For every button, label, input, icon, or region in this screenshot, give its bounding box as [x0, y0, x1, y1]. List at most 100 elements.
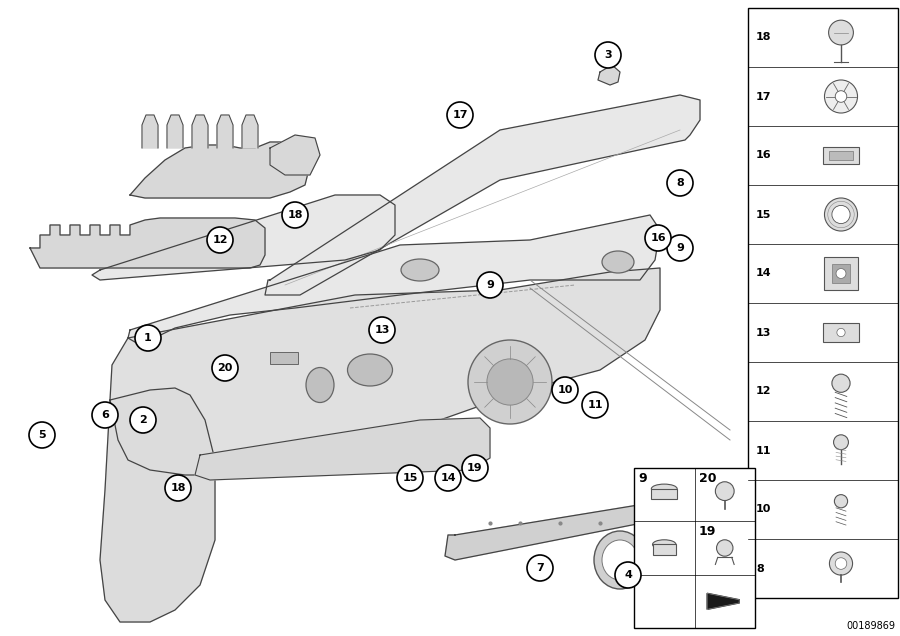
Text: 19: 19 — [467, 463, 482, 473]
Ellipse shape — [347, 354, 392, 386]
Circle shape — [824, 80, 858, 113]
Text: 20: 20 — [698, 472, 716, 485]
Polygon shape — [128, 215, 660, 345]
Text: 12: 12 — [212, 235, 228, 245]
Polygon shape — [30, 218, 265, 268]
Bar — [823, 322, 860, 342]
Circle shape — [832, 374, 850, 392]
Circle shape — [595, 42, 621, 68]
Polygon shape — [270, 135, 320, 175]
Polygon shape — [142, 115, 158, 148]
Text: 20: 20 — [217, 363, 233, 373]
Ellipse shape — [594, 531, 646, 589]
Text: 1: 1 — [144, 333, 152, 343]
Ellipse shape — [306, 368, 334, 403]
Bar — [748, 8, 898, 598]
Circle shape — [830, 552, 852, 575]
Circle shape — [527, 555, 553, 581]
Bar — [652, 544, 676, 555]
Text: 9: 9 — [638, 472, 646, 485]
Text: 14: 14 — [756, 268, 771, 279]
Bar — [270, 352, 298, 364]
Text: 11: 11 — [587, 400, 603, 410]
Circle shape — [369, 317, 395, 343]
Circle shape — [462, 455, 488, 481]
Polygon shape — [130, 142, 310, 198]
Polygon shape — [445, 490, 740, 560]
Text: 12: 12 — [756, 387, 771, 396]
Bar — [652, 489, 677, 499]
Ellipse shape — [652, 484, 677, 494]
Text: 8: 8 — [756, 563, 764, 574]
Text: 13: 13 — [374, 325, 390, 335]
Circle shape — [582, 392, 608, 418]
Text: 11: 11 — [756, 445, 771, 455]
Circle shape — [824, 198, 858, 231]
Circle shape — [716, 540, 733, 556]
Ellipse shape — [401, 259, 439, 281]
Circle shape — [92, 402, 118, 428]
Text: 17: 17 — [452, 110, 468, 120]
Circle shape — [447, 102, 473, 128]
Text: 4: 4 — [624, 570, 632, 580]
Text: 5: 5 — [38, 430, 46, 440]
Text: 18: 18 — [287, 210, 302, 220]
Circle shape — [135, 325, 161, 351]
Polygon shape — [707, 593, 739, 609]
Text: 9: 9 — [676, 243, 684, 253]
Circle shape — [282, 202, 308, 228]
Polygon shape — [92, 195, 395, 280]
Circle shape — [836, 268, 846, 279]
Circle shape — [615, 562, 641, 588]
Text: 7: 7 — [536, 563, 544, 573]
Bar — [634, 468, 755, 628]
Text: 16: 16 — [756, 151, 771, 160]
Polygon shape — [217, 115, 233, 148]
Text: 2: 2 — [140, 415, 147, 425]
Polygon shape — [265, 95, 700, 295]
Circle shape — [835, 558, 847, 569]
Polygon shape — [242, 115, 258, 148]
Text: 15: 15 — [402, 473, 418, 483]
Text: 15: 15 — [756, 209, 771, 219]
Polygon shape — [110, 268, 660, 475]
Circle shape — [212, 355, 238, 381]
Text: 3: 3 — [604, 50, 612, 60]
Text: 17: 17 — [756, 92, 771, 102]
Text: 19: 19 — [698, 525, 716, 538]
Polygon shape — [192, 115, 208, 148]
Circle shape — [477, 272, 503, 298]
Circle shape — [468, 340, 552, 424]
Polygon shape — [167, 115, 183, 148]
Circle shape — [552, 377, 578, 403]
Text: 18: 18 — [756, 32, 771, 43]
Circle shape — [716, 481, 734, 501]
Text: 10: 10 — [557, 385, 572, 395]
Bar — [830, 151, 852, 160]
Text: 00189869: 00189869 — [846, 621, 895, 631]
Circle shape — [829, 20, 853, 45]
Circle shape — [832, 205, 850, 224]
Circle shape — [833, 435, 849, 450]
Circle shape — [165, 475, 191, 501]
Circle shape — [487, 359, 533, 405]
Circle shape — [645, 225, 671, 251]
Ellipse shape — [602, 251, 634, 273]
Bar — [823, 148, 860, 163]
Circle shape — [207, 227, 233, 253]
Ellipse shape — [652, 540, 676, 549]
Text: 18: 18 — [170, 483, 185, 493]
Text: 9: 9 — [486, 280, 494, 290]
Text: 14: 14 — [440, 473, 455, 483]
Bar — [824, 257, 858, 290]
Circle shape — [435, 465, 461, 491]
Circle shape — [29, 422, 55, 448]
Circle shape — [397, 465, 423, 491]
Text: 10: 10 — [756, 504, 771, 515]
Text: 13: 13 — [756, 328, 771, 338]
Circle shape — [837, 328, 845, 336]
Circle shape — [667, 235, 693, 261]
Ellipse shape — [602, 540, 638, 580]
Bar — [832, 265, 850, 282]
Circle shape — [667, 170, 693, 196]
